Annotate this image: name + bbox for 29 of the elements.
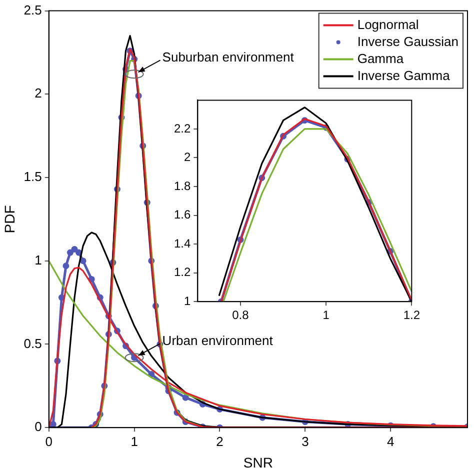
legend-label: Inverse Gamma — [357, 68, 451, 83]
y-tick-label: 0.5 — [24, 336, 42, 351]
legend-label: Lognormal — [357, 16, 419, 32]
y-tick-label: 2 — [184, 150, 191, 164]
y-tick-label: 1 — [184, 294, 191, 308]
y-tick-label: 1 — [34, 252, 42, 268]
y-tick-label: 1.4 — [174, 236, 191, 250]
x-tick-label: 1 — [322, 308, 330, 322]
y-axis-title: PDF — [1, 205, 18, 234]
x-tick-label: 1.2 — [403, 308, 420, 322]
annotation: Suburban environment — [162, 50, 294, 65]
x-tick-label: 1 — [130, 434, 138, 449]
x-tick-label: 4 — [386, 434, 394, 449]
y-tick-label: 1.6 — [174, 208, 191, 222]
y-tick-label: 1.2 — [174, 265, 191, 280]
x-axis-title: SNR — [243, 454, 273, 470]
x-tick-label: 0 — [45, 434, 52, 449]
y-tick-label: 2 — [34, 86, 42, 101]
y-tick-label: 2.2 — [174, 121, 191, 136]
x-tick-label: 0.8 — [232, 308, 250, 322]
x-tick-label: 3 — [302, 434, 309, 449]
y-tick-label: 2.5 — [24, 2, 42, 18]
y-tick-label: 1.8 — [174, 178, 191, 193]
y-tick-label: 0 — [34, 419, 42, 434]
legend-label: Gamma — [357, 50, 404, 66]
annotation: Urban environment — [162, 333, 274, 348]
legend-label: Inverse Gaussian — [357, 34, 459, 49]
y-tick-label: 1.5 — [24, 169, 42, 184]
x-tick-label: 2 — [216, 434, 224, 449]
